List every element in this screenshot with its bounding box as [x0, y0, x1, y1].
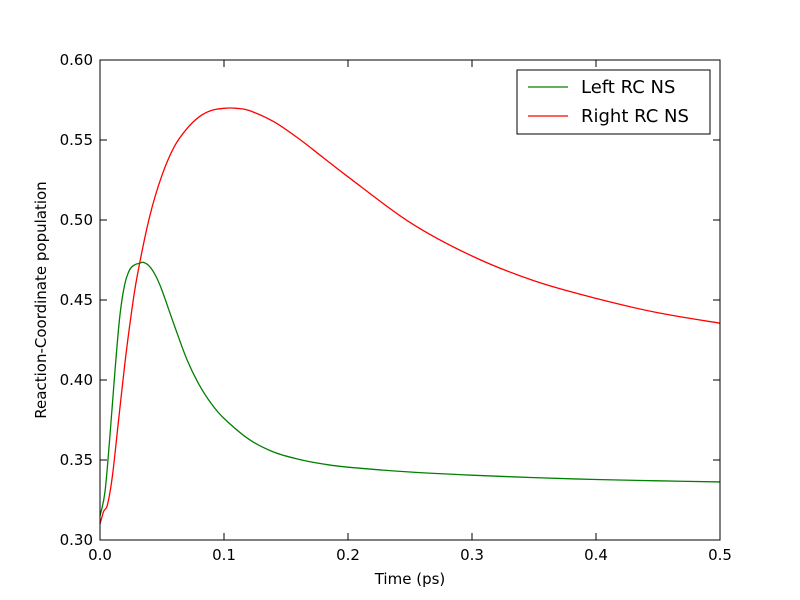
- y-axis-label: Reaction-Coordinate population: [32, 181, 50, 418]
- series-line-right-rc-ns: [99, 107, 721, 525]
- x-tick-label: 0.2: [336, 546, 360, 564]
- legend-label-right-rc-ns: Right RC NS: [581, 106, 689, 127]
- y-tick-label: 0.40: [60, 371, 93, 389]
- y-tick-label: 0.50: [60, 211, 93, 229]
- x-tick-label: 0.3: [460, 546, 484, 564]
- x-axis-ticks: 0.0 0.1 0.2 0.3 0.4 0.5: [88, 60, 732, 564]
- y-tick-label: 0.60: [60, 51, 93, 69]
- y-tick-label: 0.45: [60, 291, 93, 309]
- series-layer: [99, 107, 721, 525]
- x-tick-label: 0.4: [584, 546, 608, 564]
- legend-label-left-rc-ns: Left RC NS: [581, 77, 675, 98]
- x-tick-label: 0.1: [212, 546, 236, 564]
- x-tick-label: 0.5: [708, 546, 732, 564]
- plot-area: 0.0 0.1 0.2 0.3 0.4 0.5 0.300.350.400.450.500…: [60, 51, 732, 564]
- x-axis-label: Time (ps): [374, 570, 446, 588]
- legend-box: [516, 69, 711, 135]
- y-axis-ticks: 0.30 0.35 0.40 0.45 0.50 0.55 0.60: [60, 51, 720, 549]
- x-tick-label: 0.0: [88, 546, 112, 564]
- y-tick-label: 0.30: [60, 531, 93, 549]
- y-tick-label: 0.35: [60, 451, 93, 469]
- y-tick-label: 0.55: [60, 131, 93, 149]
- series-line-left-rc-ns: [99, 261, 721, 517]
- legend: Left RC NS Right RC NS: [516, 69, 711, 135]
